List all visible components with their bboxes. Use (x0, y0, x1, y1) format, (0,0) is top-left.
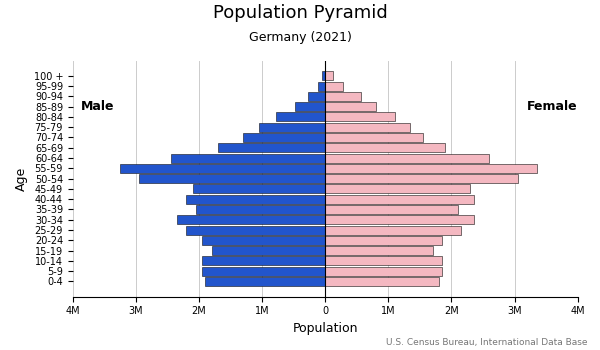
Bar (325, 225, 461, 234)
Bar (317, 82, 325, 91)
Bar (325, 215, 473, 224)
Text: Female: Female (527, 100, 578, 113)
Bar (325, 92, 361, 101)
Bar (325, 174, 518, 183)
Bar (325, 256, 442, 265)
Bar (259, 122, 325, 132)
Bar (243, 133, 325, 142)
Text: Male: Male (81, 100, 115, 113)
Bar (308, 92, 325, 101)
Bar (196, 205, 325, 214)
Bar (325, 236, 442, 245)
Bar (325, 195, 473, 204)
Bar (212, 246, 325, 255)
Bar (177, 215, 325, 224)
Bar (325, 122, 410, 132)
Bar (120, 164, 325, 173)
Bar (325, 143, 445, 152)
Bar (325, 82, 343, 91)
Bar (170, 154, 325, 162)
Bar (325, 112, 395, 121)
Bar (325, 246, 433, 255)
Text: Population Pyramid: Population Pyramid (212, 4, 388, 21)
X-axis label: Population: Population (292, 322, 358, 335)
Bar (325, 102, 376, 111)
Text: U.S. Census Bureau, International Data Base: U.S. Census Bureau, International Data B… (386, 337, 588, 346)
Bar (325, 205, 458, 214)
Bar (202, 256, 325, 265)
Bar (325, 133, 423, 142)
Bar (276, 112, 325, 121)
Bar (202, 267, 325, 276)
Bar (205, 277, 325, 286)
Bar (325, 267, 442, 276)
Bar (202, 236, 325, 245)
Bar (187, 195, 325, 204)
Bar (295, 102, 325, 111)
Y-axis label: Age: Age (15, 167, 28, 191)
Text: Germany (2021): Germany (2021) (248, 32, 352, 44)
Bar (325, 154, 490, 162)
Bar (193, 184, 325, 194)
Bar (325, 164, 536, 173)
Bar (322, 71, 325, 80)
Bar (325, 277, 439, 286)
Bar (187, 225, 325, 234)
Bar (325, 184, 470, 194)
Bar (218, 143, 325, 152)
Bar (325, 71, 334, 80)
Bar (139, 174, 325, 183)
